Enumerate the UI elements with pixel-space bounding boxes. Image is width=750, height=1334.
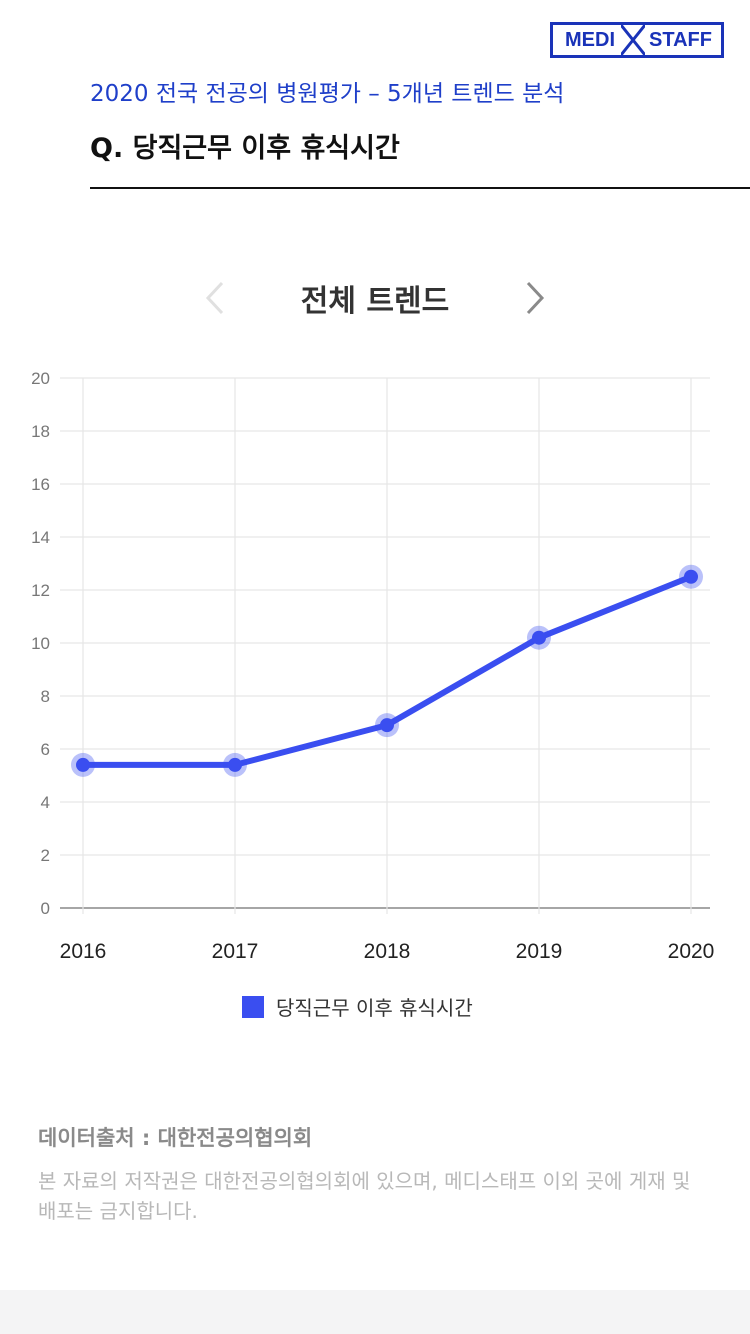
header-divider — [90, 187, 750, 189]
data-point — [380, 718, 394, 733]
y-tick-label: 14 — [31, 528, 50, 547]
x-tick-label: 2018 — [364, 940, 411, 963]
data-point — [532, 630, 546, 645]
logo-text-staff: STAFF — [649, 28, 712, 51]
y-tick-label: 20 — [31, 369, 50, 388]
line-chart: 0 2 4 6 8 10 12 14 16 18 20 2016 2017 2018 2019 2020 — [31, 369, 715, 963]
y-tick-label: 12 — [31, 581, 50, 600]
y-tick-label: 16 — [31, 475, 50, 494]
logo-text-medi: MEDI — [565, 28, 615, 51]
y-tick-label: 0 — [41, 899, 50, 918]
x-tick-label: 2019 — [516, 940, 563, 963]
question-title: Q. 당직근무 이후 휴식시간 — [90, 133, 400, 164]
chevron-left-icon[interactable] — [200, 280, 230, 316]
legend-swatch — [242, 995, 264, 1018]
report-subtitle: 2020 전국 전공의 병원평가 – 5개년 트렌드 분석 — [90, 81, 565, 107]
chart-legend: 당직근무 이후 휴식시간 — [242, 992, 473, 1021]
chart-view-title: 전체 트렌드 — [300, 284, 450, 319]
logo-x-mark-icon — [621, 25, 645, 55]
medistaff-logo: MEDI STAFF — [550, 22, 724, 58]
copyright-notice: 본 자료의 저작권은 대한전공의협의회에 있으며, 메디스태프 이외 곳에 게재… — [38, 1169, 691, 1223]
x-tick-label: 2020 — [668, 940, 715, 963]
y-tick-label: 6 — [41, 740, 50, 759]
chevron-right-icon[interactable] — [520, 280, 550, 316]
x-tick-label: 2017 — [212, 940, 259, 963]
data-point — [684, 569, 698, 584]
data-source: 데이터출처 : 대한전공의협의회 — [38, 1126, 313, 1150]
y-tick-label: 10 — [31, 634, 50, 653]
data-point — [76, 757, 90, 772]
data-point — [228, 757, 242, 772]
x-tick-label: 2016 — [60, 940, 107, 963]
y-tick-label: 18 — [31, 422, 50, 441]
legend-label: 당직근무 이후 휴식시간 — [276, 996, 473, 1020]
y-tick-label: 8 — [41, 687, 50, 706]
footer-band — [0, 1290, 750, 1334]
y-tick-label: 4 — [41, 793, 50, 812]
y-tick-label: 2 — [41, 846, 50, 865]
